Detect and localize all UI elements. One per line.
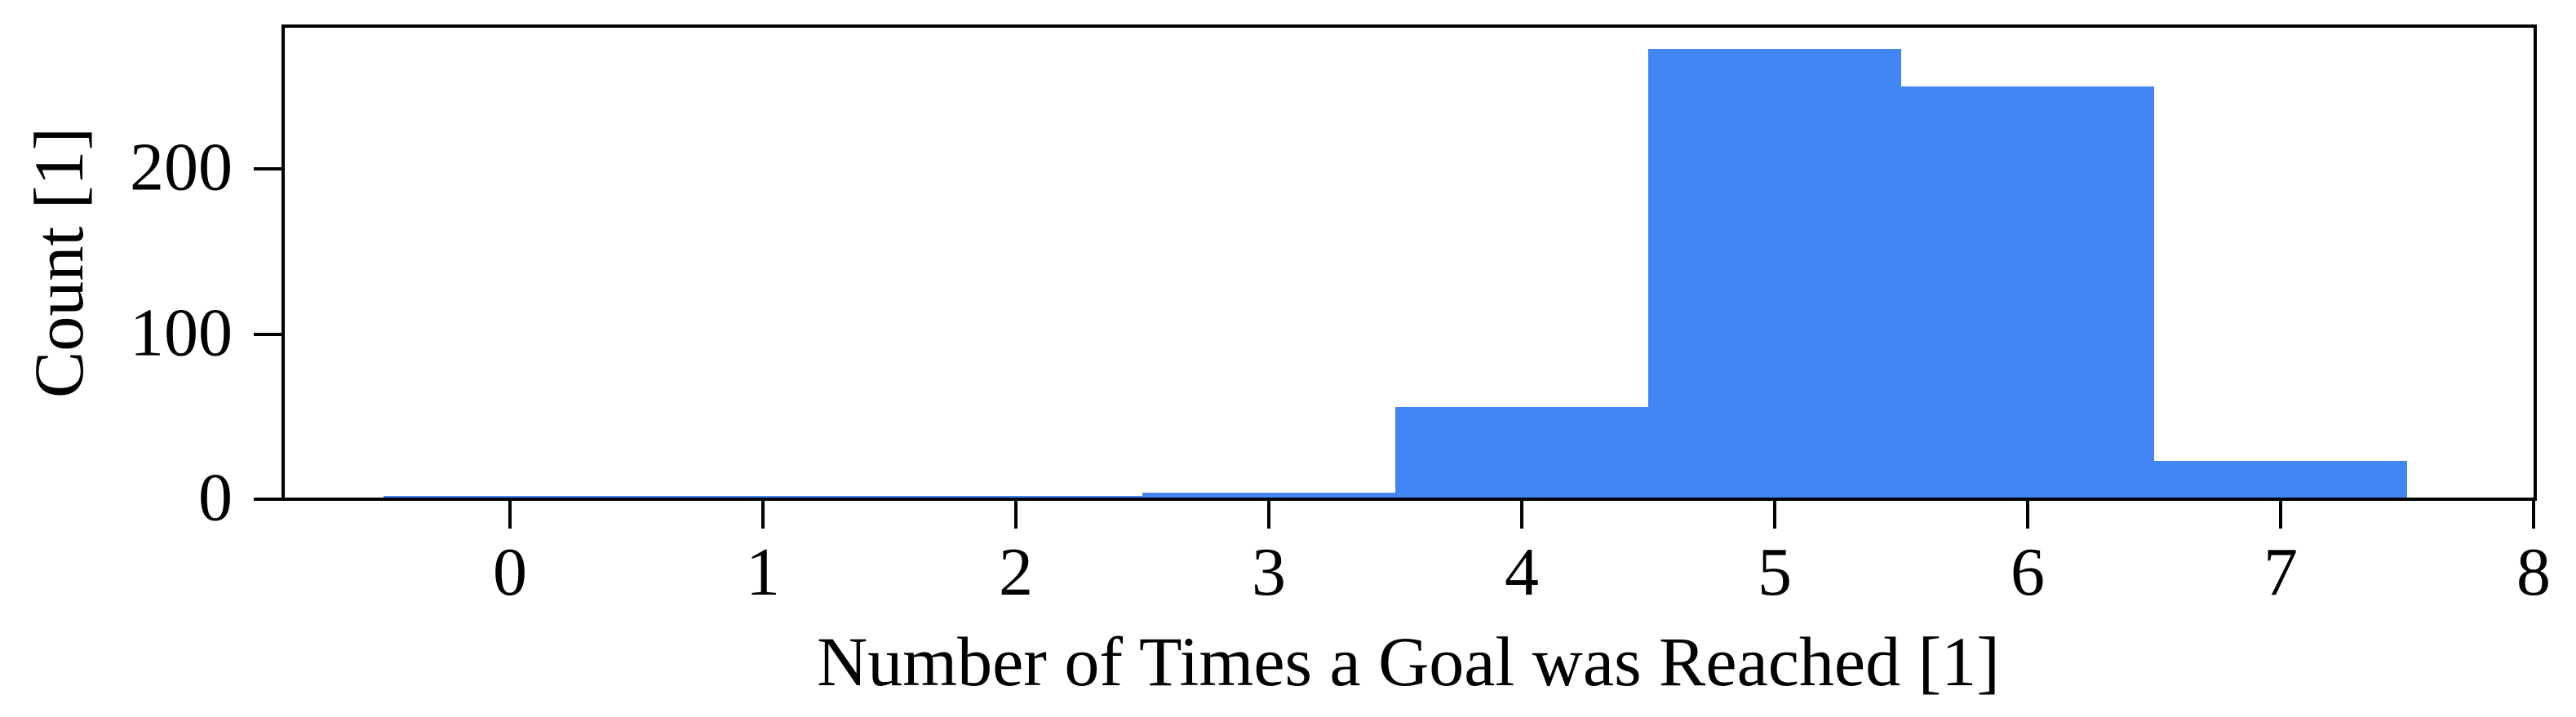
plot-area [282, 24, 2537, 501]
histogram-bar-7 [2154, 461, 2407, 498]
x-tick-mark-4 [1520, 501, 1523, 529]
histogram-bar-3 [1142, 493, 1395, 498]
x-axis-label: Number of Times a Goal was Reached [1] [817, 622, 2000, 701]
histogram-bar-6 [1901, 86, 2154, 498]
histogram-bar-2 [889, 496, 1142, 498]
histogram-bar-5 [1648, 49, 1901, 498]
x-tick-label-7: 7 [2263, 534, 2298, 610]
y-tick-mark-100 [254, 332, 282, 336]
x-tick-mark-6 [2026, 501, 2029, 529]
x-tick-label-0: 0 [493, 534, 527, 610]
x-tick-mark-2 [1014, 501, 1018, 529]
x-tick-label-5: 5 [1758, 534, 1792, 610]
x-tick-label-8: 8 [2516, 534, 2551, 610]
histogram-bar-4 [1395, 407, 1648, 498]
x-tick-label-6: 6 [2011, 534, 2045, 610]
x-tick-mark-8 [2532, 501, 2535, 529]
x-tick-label-3: 3 [1252, 534, 1286, 610]
x-tick-mark-0 [508, 501, 512, 529]
y-axis-label: Count [1] [20, 126, 98, 399]
histogram-bar-0 [384, 496, 636, 498]
x-tick-mark-3 [1267, 501, 1270, 529]
x-tick-label-1: 1 [746, 534, 780, 610]
histogram-bar-1 [636, 496, 889, 498]
x-tick-label-4: 4 [1505, 534, 1539, 610]
y-tick-mark-200 [254, 167, 282, 171]
y-tick-label-100: 100 [130, 294, 233, 370]
x-tick-mark-1 [761, 501, 765, 529]
y-tick-mark-0 [254, 498, 282, 501]
x-tick-mark-5 [1773, 501, 1776, 529]
x-tick-label-2: 2 [999, 534, 1033, 610]
y-tick-label-0: 0 [198, 459, 233, 536]
y-tick-label-200: 200 [130, 129, 233, 206]
x-tick-mark-7 [2279, 501, 2282, 529]
